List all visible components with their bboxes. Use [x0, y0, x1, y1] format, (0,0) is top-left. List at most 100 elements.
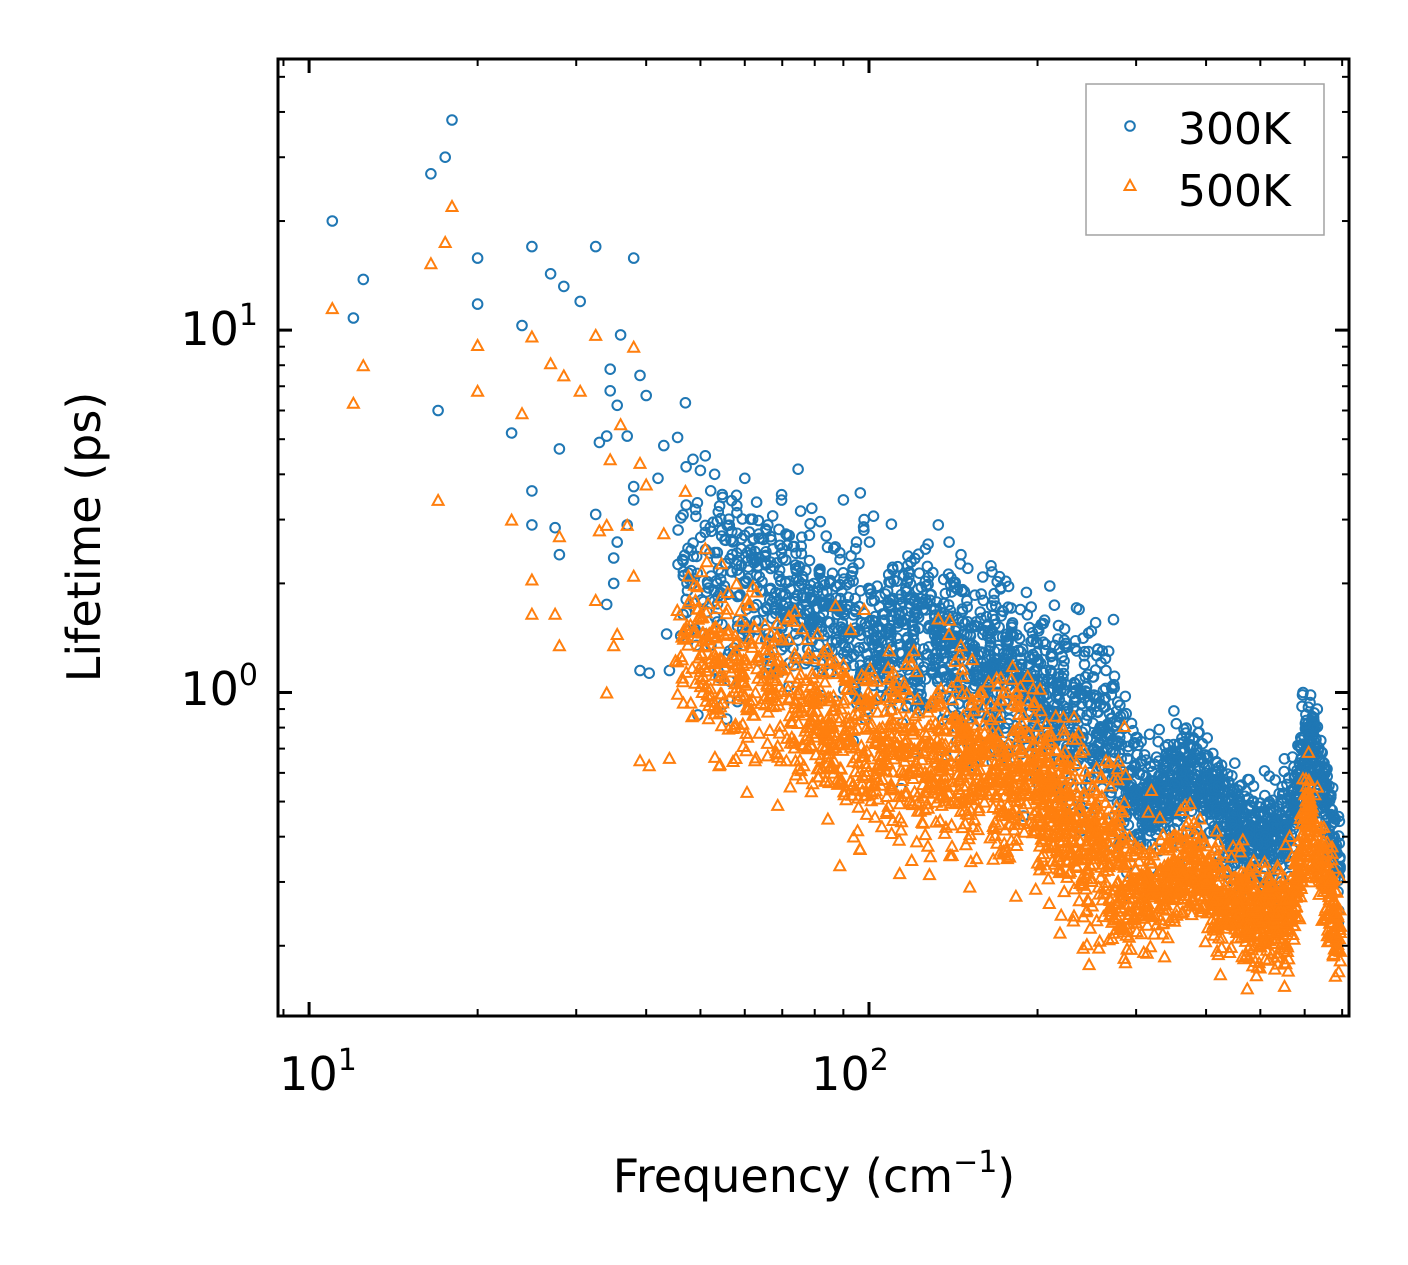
x-tick-label-100-exp: 2 — [870, 1043, 889, 1078]
data-point-300k — [885, 629, 897, 641]
y-tick-label-1-exp: 0 — [239, 658, 258, 693]
data-point-300k — [1240, 785, 1252, 797]
x-tick-labels: 101 102 — [279, 1043, 889, 1101]
data-point-300k — [1298, 730, 1310, 743]
data-point-300k — [677, 509, 689, 521]
data-point-300k — [792, 463, 804, 476]
data-point-300k — [804, 518, 816, 530]
data-point-300k — [803, 554, 816, 567]
data-point-300k — [774, 574, 787, 587]
y-tick-label-1: 100 — [180, 658, 258, 716]
data-point-300k — [680, 499, 693, 511]
data-point-300k — [1119, 690, 1132, 703]
data-point-300k — [951, 583, 964, 596]
data-point-300k — [821, 541, 834, 554]
data-point-300k — [723, 513, 735, 526]
data-point-300k — [691, 567, 704, 580]
data-point-300k — [1143, 728, 1156, 741]
data-point-300k — [1180, 722, 1193, 734]
x-tick-label-100: 102 — [811, 1043, 889, 1101]
data-point-300k — [829, 541, 842, 553]
data-point-300k — [1278, 753, 1291, 765]
data-point-300k — [1002, 580, 1015, 593]
data-point-300k — [775, 488, 788, 501]
data-point-300k — [672, 524, 684, 536]
x-tick-label-100-base: 10 — [811, 1047, 870, 1101]
y-tick-labels: 100 101 — [180, 298, 258, 716]
data-point-300k — [985, 560, 997, 572]
data-point-300k — [1121, 752, 1133, 765]
data-point-300k — [1006, 617, 1019, 629]
data-point-300k — [853, 557, 865, 570]
data-point-300k — [882, 568, 895, 581]
data-point-300k — [1199, 767, 1212, 780]
data-point-300k — [773, 523, 785, 536]
data-point-300k — [931, 596, 943, 608]
y-tick-label-10-exp: 1 — [239, 298, 258, 333]
data-point-300k — [820, 530, 833, 542]
data-point-300k — [775, 547, 788, 559]
data-point-300k — [1068, 696, 1081, 708]
data-point-300k — [766, 510, 779, 522]
x-axis-label-close: ) — [997, 1149, 1015, 1203]
data-point-300k — [748, 601, 760, 614]
data-point-300k — [702, 582, 715, 594]
data-point-300k — [675, 512, 687, 524]
data-point-300k — [1078, 645, 1091, 658]
plot-points — [325, 114, 1348, 995]
data-point-300k — [787, 540, 800, 553]
y-tick-label-1-base: 10 — [180, 662, 239, 716]
data-point-300k — [977, 571, 989, 583]
data-point-300k — [1039, 644, 1052, 657]
data-point-300k — [995, 610, 1008, 622]
data-point-300k — [1120, 707, 1132, 720]
data-point-300k — [1170, 717, 1183, 730]
data-point-300k — [671, 431, 684, 444]
x-axis-label-sup: −1 — [953, 1145, 997, 1180]
data-point-300k — [885, 518, 898, 531]
data-point-300k — [690, 510, 702, 523]
x-tick-label-10-base: 10 — [279, 1047, 338, 1101]
data-point-300k — [962, 562, 974, 575]
data-point-300k — [727, 535, 739, 547]
y-tick-label-10: 101 — [180, 298, 258, 356]
data-point-300k — [775, 494, 788, 506]
data-point-300k — [969, 589, 981, 602]
data-point-300k — [726, 566, 738, 578]
data-point-300k — [842, 591, 855, 604]
data-point-300k — [975, 588, 988, 600]
data-point-300k — [1222, 776, 1235, 788]
data-point-300k — [1070, 602, 1083, 614]
y-tick-label-10-base: 10 — [180, 302, 239, 356]
data-point-300k — [1014, 603, 1027, 616]
data-point-300k — [1198, 761, 1211, 773]
data-point-300k — [855, 629, 867, 642]
data-point-300k — [956, 605, 969, 618]
data-point-300k — [949, 576, 962, 589]
y-axis-label: Lifetime (ps) — [57, 392, 111, 683]
x-axis-label-text: Frequency (cm — [613, 1149, 953, 1203]
data-point-300k — [1243, 773, 1256, 786]
data-point-300k — [988, 594, 1000, 607]
data-point-300k — [1052, 619, 1065, 632]
data-point-300k — [680, 461, 692, 473]
data-point-300k — [1207, 747, 1219, 760]
data-point-300k — [731, 506, 743, 519]
data-point-300k — [1304, 689, 1317, 701]
data-point-300k — [1092, 706, 1104, 719]
data-point-300k — [733, 590, 745, 602]
data-point-300k — [1105, 786, 1117, 799]
x-tick-label-10: 101 — [279, 1043, 357, 1101]
data-point-300k — [1171, 815, 1184, 828]
data-point-300k — [908, 612, 921, 624]
data-point-300k — [849, 543, 862, 555]
data-point-300k — [854, 487, 867, 499]
data-point-300k — [779, 575, 792, 588]
data-point-300k — [1229, 757, 1241, 770]
data-point-300k — [721, 519, 734, 532]
data-point-300k — [1020, 586, 1033, 599]
data-point-300k — [857, 521, 870, 533]
data-point-300k — [806, 502, 818, 515]
data-point-300k — [744, 513, 757, 526]
